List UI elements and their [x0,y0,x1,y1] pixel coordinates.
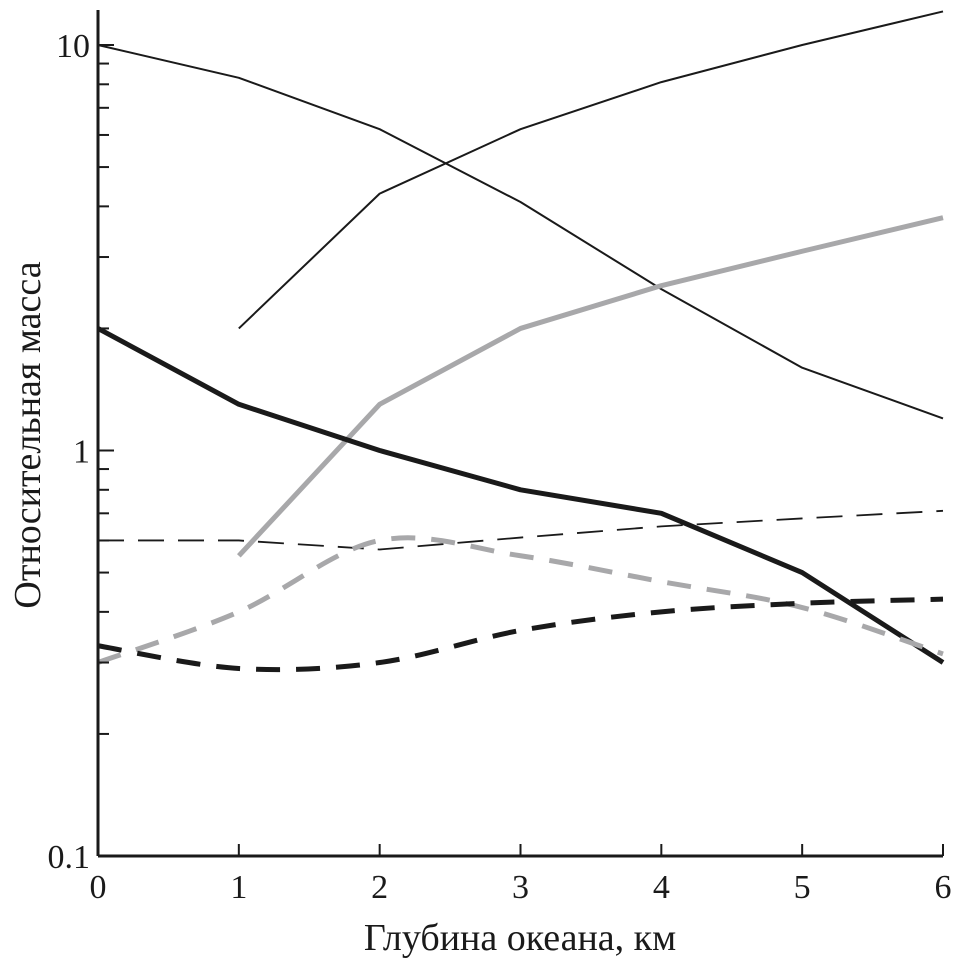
x-tick-label: 0 [90,869,107,906]
x-axis-label: Глубина океана, км [364,917,676,959]
series-line-1 [97,44,944,420]
x-tick-label: 5 [794,869,811,906]
series-line-7 [97,596,944,673]
y-tick-label: 1 [73,434,90,471]
series-line-3 [237,215,944,558]
x-tick-label: 6 [935,869,952,906]
x-tick-label: 3 [512,869,529,906]
series-line-4 [96,326,945,665]
x-tick-label: 4 [653,869,670,906]
series-line-6 [97,535,944,665]
x-tick-label: 2 [371,869,388,906]
series-layer [96,10,945,673]
y-tick-label: 0.1 [48,839,91,876]
series-line-2 [238,10,944,330]
y-tick-label: 10 [56,28,90,65]
y-axis-label: Относительная масса [7,261,49,608]
x-tick-label: 1 [230,869,247,906]
axes-layer: 0 1 2 3 4 5 6 0.1 1 10 [48,9,952,906]
series-line-5 [98,509,944,551]
